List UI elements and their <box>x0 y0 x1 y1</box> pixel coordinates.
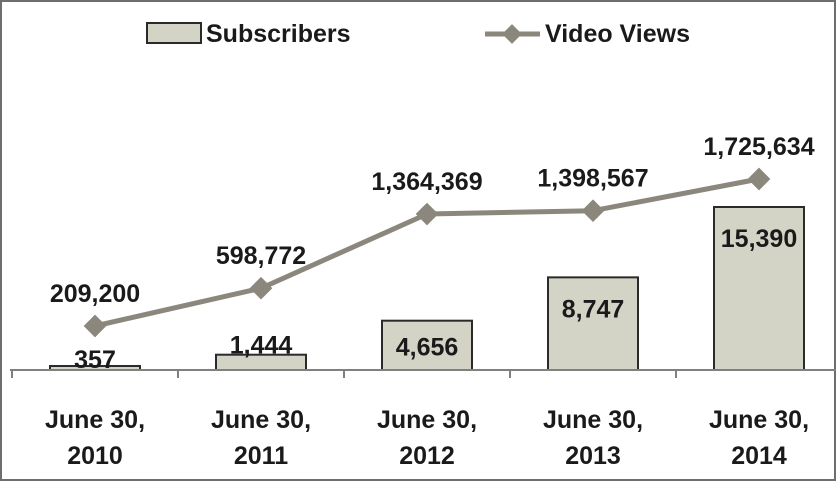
point-video-views-0 <box>83 314 107 338</box>
data-label-subscribers-1: 1,444 <box>230 332 293 360</box>
x-tick-label: June 30, 2014 <box>709 406 809 470</box>
data-labels-layer: 209,200 598,772 1,364,369 1,398,567 1,725,63… <box>50 133 815 374</box>
legend: Subscribers Video Views <box>146 20 690 48</box>
x-tick-label: June 30, 2011 <box>211 406 311 470</box>
x-tick-label-line: June 30, <box>543 406 643 434</box>
data-label-video-views-3: 1,398,567 <box>537 165 648 193</box>
legend-label-video-views: Video Views <box>545 20 690 48</box>
x-tick-label-line: June 30, <box>377 406 477 434</box>
data-label-subscribers-4: 15,390 <box>721 225 797 253</box>
x-tick-label: June 30, 2010 <box>45 406 145 470</box>
x-tick-label-line: June 30, <box>211 406 311 434</box>
legend-label-subscribers: Subscribers <box>206 20 351 48</box>
bars-layer <box>49 206 805 372</box>
data-label-subscribers-2: 4,656 <box>396 333 459 361</box>
x-tick-label-line: 2010 <box>67 442 123 470</box>
x-tick-label: June 30, 2013 <box>543 406 643 470</box>
legend-swatch-subscribers <box>146 22 202 44</box>
x-tick-label-line: 2013 <box>565 442 621 470</box>
bar-subscribers-3 <box>547 276 639 372</box>
x-tick-label: June 30, 2012 <box>377 406 477 470</box>
x-tick-label-line: 2011 <box>234 442 288 470</box>
data-label-video-views-4: 1,725,634 <box>703 133 814 161</box>
data-label-video-views-0: 209,200 <box>50 280 140 308</box>
x-tick-label-line: 2014 <box>731 442 787 470</box>
data-label-video-views-1: 598,772 <box>216 242 306 270</box>
data-label-video-views-2: 1,364,369 <box>371 168 482 196</box>
x-tick-label-line: June 30, <box>709 406 809 434</box>
data-label-subscribers-3: 8,747 <box>562 295 625 323</box>
data-label-subscribers-0: 357 <box>74 346 116 374</box>
x-tick-label-line: 2012 <box>399 442 455 470</box>
x-tick-label-line: June 30, <box>45 406 145 434</box>
